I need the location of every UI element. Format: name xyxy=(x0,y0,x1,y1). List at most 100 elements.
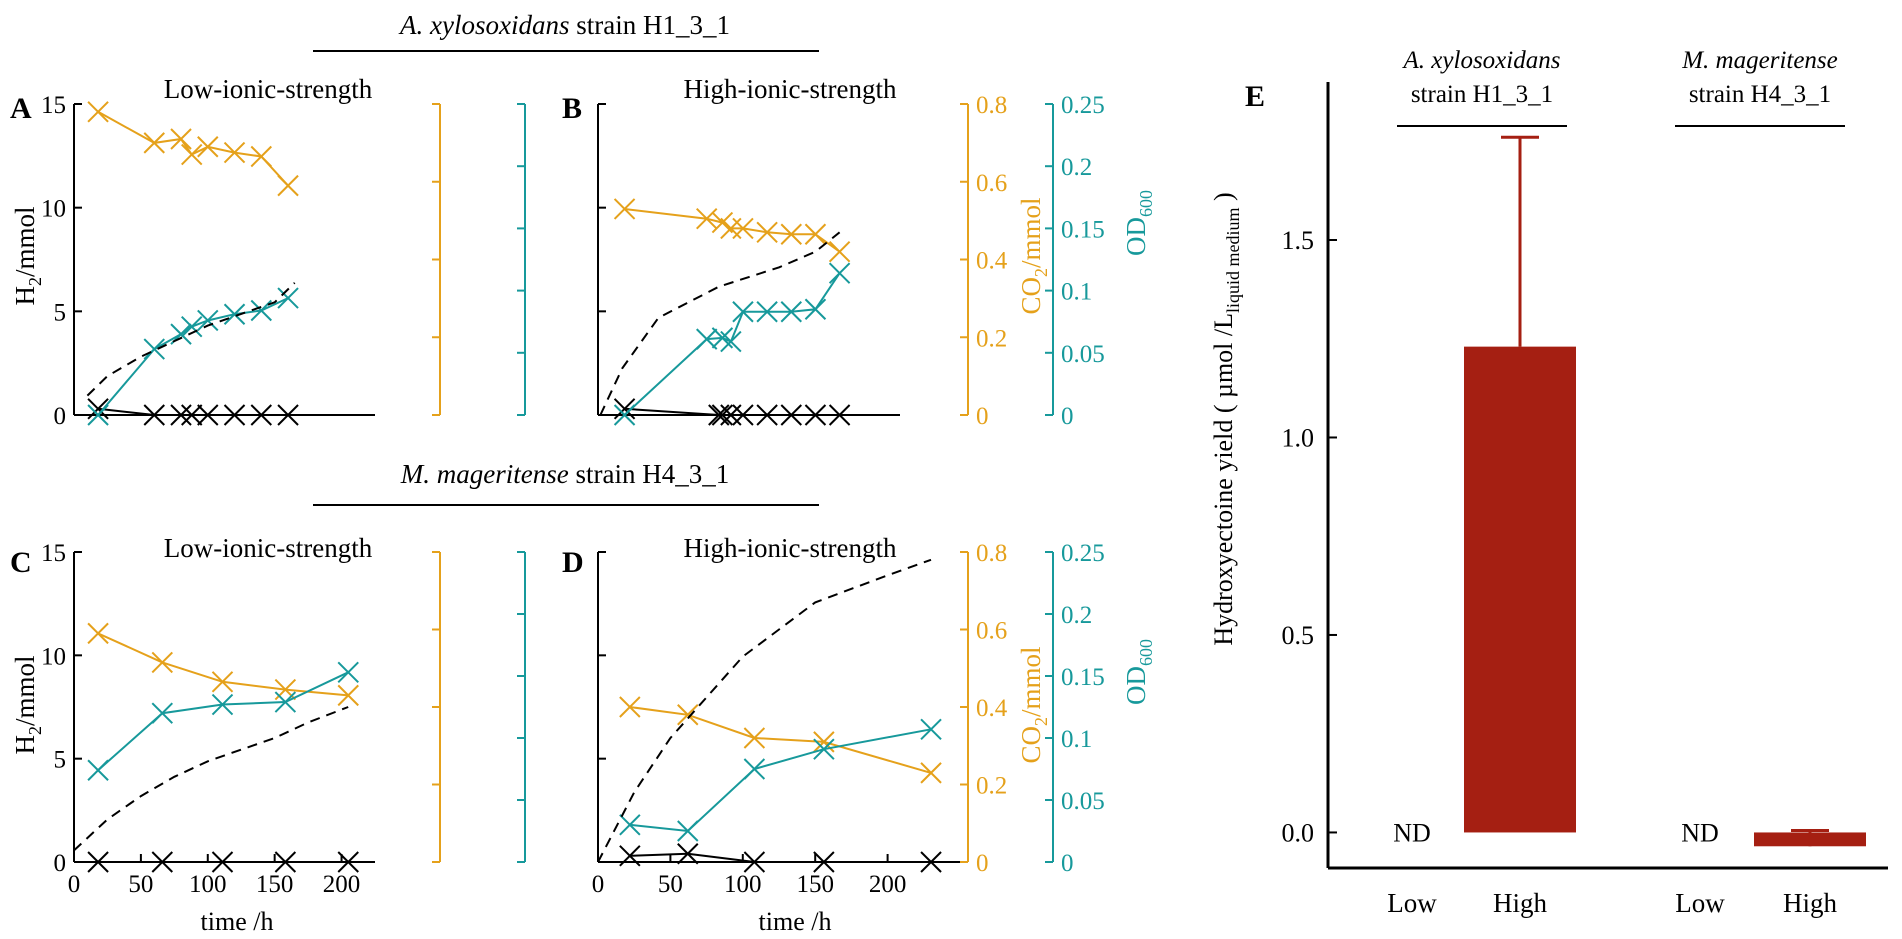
series-h2-marker xyxy=(87,398,109,420)
yield-tick-label: 1.0 xyxy=(1282,423,1315,452)
panel-d: D High-ionic-strength 0 50 100 150 200 0 0.2 0.4 0… xyxy=(562,533,1105,898)
series-od-marker xyxy=(677,820,699,842)
co2-tick-label: 0.2 xyxy=(976,773,1007,800)
series-h2-marker xyxy=(211,851,234,873)
series-h2-marker xyxy=(277,404,299,426)
series-co2-line xyxy=(629,706,932,774)
series-h2-marker xyxy=(828,404,851,426)
series-h2-marker xyxy=(337,851,359,873)
co2-tick-label: 0.6 xyxy=(976,618,1007,645)
co2-tick-label: 0.2 xyxy=(976,325,1007,352)
series-co2-marker xyxy=(197,136,219,158)
series-h2-marker xyxy=(756,404,778,426)
series-h2-marker xyxy=(743,851,766,873)
yield-tick-label: 0.5 xyxy=(1282,621,1315,650)
x-tick-label: 200 xyxy=(869,871,907,898)
panel-title: Low-ionic-strength xyxy=(164,74,373,104)
bar xyxy=(1464,346,1576,833)
series-od-marker xyxy=(87,759,109,781)
series-co2-marker xyxy=(780,223,802,245)
series-od-marker xyxy=(277,287,299,309)
h2-title-unit: /mmol xyxy=(10,206,40,277)
x-tick-label: 200 xyxy=(323,871,361,898)
od-title-base: OD xyxy=(1121,666,1151,705)
co2-tick-label: 0.6 xyxy=(976,170,1007,197)
series-h2-marker xyxy=(711,404,734,426)
series-co2-marker xyxy=(87,101,109,123)
od-tick-label: 0.15 xyxy=(1061,216,1105,243)
panels: A Low-ionic-strength 0 5 10 15 B High-ionic-str… xyxy=(10,47,1888,918)
series-od-marker xyxy=(274,691,297,713)
od-tick-label: 0.1 xyxy=(1061,279,1092,306)
yield-axis-title: Hydroxyectoine yield ( µmol /Lliquid med… xyxy=(1209,192,1243,645)
h2-title-sub: 2 xyxy=(25,726,45,735)
co2-title-sub: 2 xyxy=(1031,717,1051,726)
panel-title: High-ionic-strength xyxy=(684,533,897,563)
header-bottom-text: M. mageritense strain H4_3_1 xyxy=(400,459,729,489)
co2-title-sub: 2 xyxy=(1031,268,1051,277)
series-od-marker xyxy=(151,702,174,724)
co2-title-base: CO xyxy=(1016,726,1046,764)
series-h2-marker xyxy=(170,404,192,426)
series-co2-marker xyxy=(696,207,718,230)
series-co2-marker xyxy=(920,762,942,784)
series-co2-marker xyxy=(619,696,641,718)
od-tick-label: 0.05 xyxy=(1061,341,1105,368)
h2-tick-label: 5 xyxy=(54,299,67,326)
series-co2-marker xyxy=(143,132,165,154)
series-h2-marker xyxy=(619,845,641,867)
series-h2-marker xyxy=(181,404,203,426)
series-dashed-line xyxy=(73,706,349,852)
panel-a: A Low-ionic-strength 0 5 10 15 xyxy=(10,74,526,430)
group-strain-label: strain H4_3_1 xyxy=(1689,81,1831,108)
h2-axis-title-bottom: H2/mmol xyxy=(10,655,45,754)
series-od-marker xyxy=(920,718,942,741)
series-od-line xyxy=(629,728,932,833)
series-h2-marker xyxy=(780,404,802,426)
od-tick-label: 0 xyxy=(1061,850,1074,877)
co2-tick-label: 0.8 xyxy=(976,92,1007,119)
co2-title-unit: /mmol xyxy=(1016,646,1046,717)
h2-tick-label: 0 xyxy=(54,850,67,877)
series-h2-marker xyxy=(143,404,165,426)
panel-label: B xyxy=(562,92,582,125)
series-co2-marker xyxy=(677,704,699,726)
panel-label: A xyxy=(10,92,32,125)
series-od-marker xyxy=(756,301,778,323)
yield-title-base: Hydroxyectoine yield ( µmol /L xyxy=(1209,313,1238,646)
h2-tick-label: 15 xyxy=(41,540,66,567)
series-co2-marker xyxy=(804,223,827,245)
od-tick-label: 0.2 xyxy=(1061,154,1092,181)
series-h2-marker xyxy=(732,404,754,426)
od-tick-label: 0.25 xyxy=(1061,92,1105,119)
series-dashed-line xyxy=(597,558,932,863)
group-species-label: A. xylosoxidans xyxy=(1402,47,1561,74)
category-label: High xyxy=(1493,888,1548,918)
series-od-marker xyxy=(743,758,766,780)
h2-tick-label: 5 xyxy=(54,747,67,774)
series-dashed-line xyxy=(599,231,841,416)
series-co2-marker xyxy=(151,651,174,674)
series-co2-line xyxy=(97,632,349,697)
x-tick-label: 50 xyxy=(128,871,153,898)
series-od-marker xyxy=(720,330,742,353)
od-title-sub: 600 xyxy=(1136,639,1156,666)
series-od-marker xyxy=(337,661,359,683)
series-h2-marker xyxy=(250,404,272,426)
series-h2-marker xyxy=(223,404,246,426)
header-top-species: A. xylosoxidans xyxy=(398,10,569,40)
od-title-sub: 600 xyxy=(1136,190,1156,217)
series-od-marker xyxy=(197,309,219,332)
od-tick-label: 0.25 xyxy=(1061,540,1105,567)
category-label: Low xyxy=(1675,888,1725,918)
co2-tick-label: 0 xyxy=(976,403,989,430)
series-h2-marker xyxy=(197,404,219,426)
header-top-strain: strain H1_3_1 xyxy=(569,10,729,40)
series-co2-marker xyxy=(732,217,754,240)
series-co2-marker xyxy=(743,727,766,749)
series-od-marker xyxy=(87,404,109,426)
series-od-marker xyxy=(780,301,802,323)
co2-title-base: CO xyxy=(1016,277,1046,315)
